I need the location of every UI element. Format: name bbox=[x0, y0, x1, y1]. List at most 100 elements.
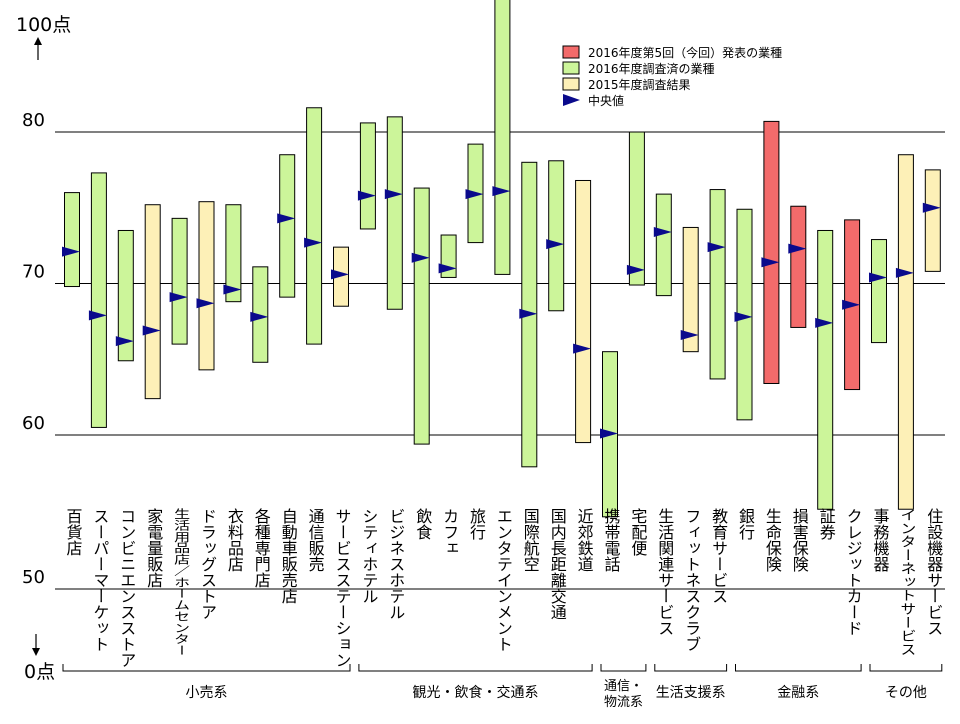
category-label: 家電量販店 bbox=[144, 508, 163, 588]
group-bracket bbox=[62, 664, 351, 672]
median-marker bbox=[895, 267, 914, 278]
range-bar bbox=[90, 172, 107, 428]
category-label: スーパーマーケット bbox=[90, 508, 109, 652]
category-label: シティホテル bbox=[359, 508, 378, 604]
median-marker bbox=[142, 325, 161, 336]
range-bar bbox=[306, 107, 323, 345]
y-top-label: 100点 bbox=[16, 14, 71, 36]
category-label: 各種専門店 bbox=[252, 508, 271, 588]
legend-median-icon bbox=[563, 94, 580, 106]
median-marker bbox=[734, 311, 753, 322]
median-marker bbox=[573, 343, 592, 354]
range-bar bbox=[198, 201, 215, 371]
category-label: 衣料品店 bbox=[225, 508, 244, 572]
range-bar bbox=[64, 192, 80, 288]
median-marker bbox=[653, 226, 672, 237]
range-bar bbox=[682, 226, 699, 353]
range-bar bbox=[897, 154, 914, 510]
category-label: 国際航空 bbox=[521, 508, 540, 572]
category-label: 銀行 bbox=[736, 508, 755, 541]
median-marker bbox=[169, 292, 188, 303]
category-label: 近郊鉄道 bbox=[575, 508, 594, 572]
group-label: 観光・飲食・交通系 bbox=[413, 684, 539, 701]
median-marker bbox=[277, 213, 296, 224]
category-label: 教育サービス bbox=[709, 508, 728, 604]
category-label: ドラッグストア bbox=[198, 508, 217, 620]
range-bar bbox=[386, 116, 403, 310]
group-label: 通信・ bbox=[604, 679, 643, 694]
range-bar bbox=[871, 239, 887, 344]
y-tick-label: 80 bbox=[22, 110, 45, 131]
category-label: 生活関連サービス bbox=[655, 508, 674, 636]
category-label: ビジネスホテル bbox=[386, 508, 405, 620]
median-marker bbox=[196, 298, 215, 309]
group-bracket bbox=[600, 664, 647, 672]
median-marker bbox=[842, 299, 861, 310]
category-label: 国内長距離交通 bbox=[548, 508, 567, 620]
median-marker bbox=[62, 246, 80, 257]
category-label: 通信販売 bbox=[306, 508, 325, 572]
category-label: 旅行 bbox=[467, 508, 486, 541]
median-marker bbox=[250, 311, 269, 322]
arrow-up-icon bbox=[34, 37, 42, 45]
range-bar bbox=[548, 160, 565, 312]
legend-label: 2016年度第5回（今回）発表の業種 bbox=[588, 45, 782, 60]
range-bar bbox=[144, 204, 161, 400]
group-label: その他 bbox=[885, 685, 927, 701]
range-bar bbox=[117, 229, 134, 362]
median-marker bbox=[384, 189, 403, 200]
category-label: 生活用品店／ホームセンター bbox=[171, 508, 190, 656]
range-bar bbox=[413, 187, 430, 445]
range-bar bbox=[575, 179, 592, 444]
category-label: 損害保険 bbox=[790, 508, 809, 572]
category-label: 携帯電話 bbox=[602, 508, 621, 572]
category-label: 生命保険 bbox=[763, 508, 782, 572]
group-label: 小売系 bbox=[186, 685, 228, 701]
category-label: エンタテインメント bbox=[494, 508, 513, 652]
group-bracket bbox=[735, 664, 862, 672]
y-bottom-label: 0点 bbox=[24, 661, 55, 683]
category-label: 宅配便 bbox=[628, 508, 647, 557]
range-bar bbox=[225, 204, 242, 303]
median-marker bbox=[788, 243, 807, 254]
group-label: 金融系 bbox=[777, 685, 819, 701]
group-bracket bbox=[358, 664, 593, 672]
category-label: 事務機器 bbox=[871, 508, 890, 572]
median-marker bbox=[546, 239, 565, 250]
range-bar bbox=[924, 169, 941, 272]
range-bar bbox=[628, 131, 645, 286]
range-bar bbox=[171, 217, 188, 345]
median-marker bbox=[626, 264, 645, 275]
legend-label: 2016年度調査済の業種 bbox=[588, 61, 715, 76]
y-tick-label: 70 bbox=[22, 262, 45, 283]
category-label: 住設機器サービス bbox=[924, 508, 943, 636]
median-marker bbox=[600, 428, 618, 439]
y-tick-label: 50 bbox=[22, 567, 45, 588]
median-marker bbox=[115, 336, 134, 347]
category-label: インターネットサービス bbox=[897, 508, 916, 656]
category-label: コンビニエンスストア bbox=[117, 508, 136, 668]
category-label: サービスステーション bbox=[333, 508, 352, 668]
category-label: カフェ bbox=[440, 508, 459, 556]
range-bar bbox=[763, 120, 780, 384]
median-marker bbox=[357, 190, 376, 201]
range-bar bbox=[817, 229, 834, 510]
legend-swatch bbox=[562, 45, 580, 59]
group-bracket bbox=[869, 664, 943, 672]
median-marker bbox=[411, 252, 430, 263]
median-marker bbox=[438, 263, 457, 274]
category-label: フィットネスクラブ bbox=[682, 508, 701, 652]
median-marker bbox=[869, 272, 887, 283]
range-bar bbox=[494, 0, 511, 275]
median-marker bbox=[331, 269, 349, 280]
legend-label: 2015年度調査結果 bbox=[588, 77, 691, 92]
median-marker bbox=[492, 186, 511, 197]
median-marker bbox=[761, 257, 780, 268]
median-marker bbox=[465, 189, 484, 200]
category-label: 百貨店 bbox=[64, 508, 83, 556]
group-label: 生活支援系 bbox=[656, 685, 726, 701]
median-marker bbox=[519, 308, 538, 319]
median-marker bbox=[815, 317, 834, 328]
range-bar bbox=[359, 122, 376, 230]
